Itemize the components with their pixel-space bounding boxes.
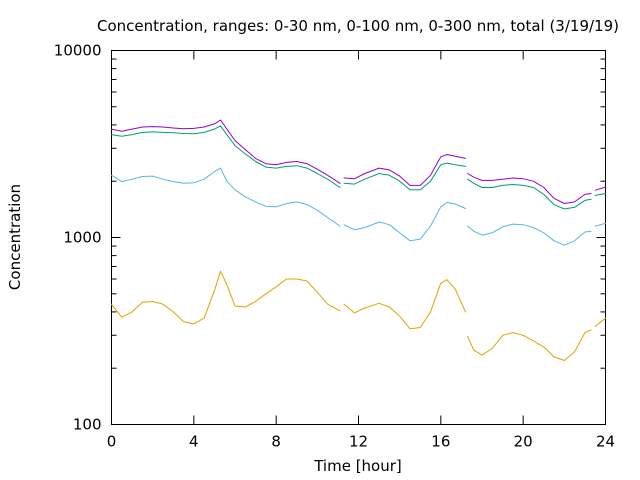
plot-frame <box>111 50 606 425</box>
x-tick-label: 20 <box>514 433 533 451</box>
series-0-segment-2-line <box>467 329 592 361</box>
series-1-segment-3-line <box>594 222 606 227</box>
y-axis-label: Concentration <box>6 184 24 290</box>
x-tick-label: 4 <box>189 433 199 451</box>
y-minor-ticks <box>111 58 606 369</box>
x-axis-label: Time [hour] <box>313 457 402 475</box>
y-tick-label: 10000 <box>54 42 102 60</box>
series-3-segment-3-line <box>594 186 606 191</box>
y-tick-label: 100 <box>73 416 102 434</box>
x-tick-label: 16 <box>431 433 450 451</box>
series-0-segment-0-line <box>111 270 341 325</box>
series-0-segment-1-line <box>343 279 466 330</box>
series-2-segment-2-line <box>467 178 592 210</box>
x-axis: 0 4 8 12 16 20 24 <box>107 50 615 451</box>
series-1-segment-0-line <box>111 167 341 227</box>
series-1-segment-1-line <box>343 201 466 242</box>
y-axis: 100 1000 10000 <box>54 42 606 434</box>
series-1-segment-2-line <box>467 223 592 246</box>
series-2-segment-3-line <box>594 193 606 196</box>
x-tick-label: 8 <box>271 433 281 451</box>
series-group <box>111 119 606 361</box>
y-tick-label: 1000 <box>63 229 101 247</box>
x-tick-label: 12 <box>349 433 368 451</box>
chart-title: Concentration, ranges: 0-30 nm, 0-100 nm… <box>97 17 619 35</box>
series-0-segment-3-line <box>594 317 606 327</box>
series-3-segment-2-line <box>467 173 592 204</box>
series-2-segment-0-line <box>111 125 341 188</box>
series-3-segment-1-line <box>343 154 466 186</box>
x-tick-label: 0 <box>107 433 117 451</box>
x-tick-label: 24 <box>596 433 615 451</box>
series-2-segment-1-line <box>343 162 466 191</box>
series-3-segment-0-line <box>111 119 341 184</box>
